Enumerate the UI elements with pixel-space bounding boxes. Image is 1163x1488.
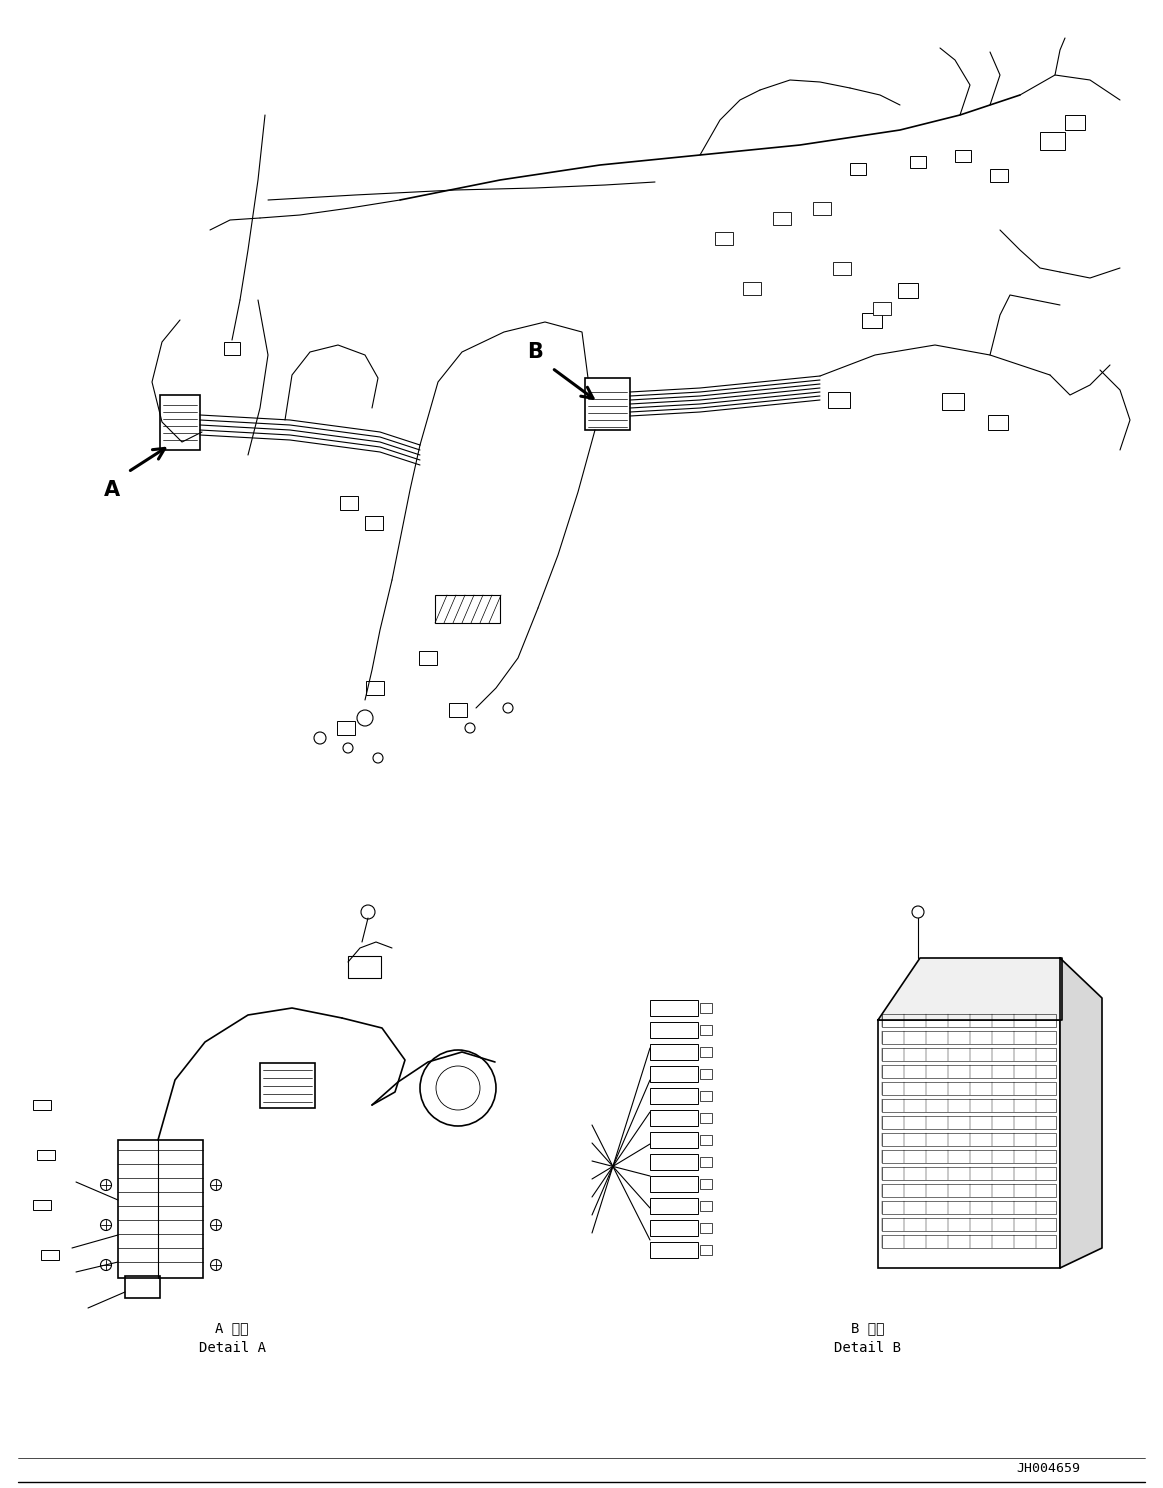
Bar (990, 170, 1008, 182)
Bar (882, 1167, 1056, 1180)
Bar (700, 1223, 712, 1234)
Bar (909, 156, 926, 168)
Bar (882, 1082, 1056, 1095)
Bar (882, 1116, 1056, 1129)
Bar (743, 283, 761, 295)
Bar (898, 283, 918, 298)
Bar (882, 1201, 1056, 1214)
Bar (366, 682, 384, 695)
Text: A 詳細: A 詳細 (215, 1321, 249, 1335)
Bar (882, 1184, 1056, 1196)
Bar (41, 1250, 59, 1260)
Bar (882, 1235, 1056, 1248)
Bar (337, 722, 355, 735)
Bar (882, 1013, 1056, 1027)
Bar (700, 1068, 712, 1079)
Bar (33, 1100, 51, 1110)
Bar (650, 1000, 698, 1016)
Bar (873, 302, 891, 315)
Bar (862, 312, 882, 327)
Bar (585, 378, 630, 430)
Bar (650, 1065, 698, 1082)
Bar (882, 1150, 1056, 1164)
Bar (882, 1048, 1056, 1061)
Bar (160, 394, 200, 449)
Bar (773, 211, 791, 225)
Text: B 詳細: B 詳細 (851, 1321, 885, 1335)
Text: Detail A: Detail A (199, 1341, 265, 1356)
Polygon shape (878, 958, 1062, 1019)
Text: Detail B: Detail B (835, 1341, 901, 1356)
Bar (878, 1019, 1059, 1268)
Bar (117, 1140, 204, 1278)
Bar (828, 391, 850, 408)
Bar (882, 1031, 1056, 1045)
Bar (813, 202, 832, 214)
Bar (650, 1132, 698, 1149)
Bar (942, 393, 964, 411)
Bar (340, 496, 358, 510)
Bar (650, 1022, 698, 1039)
Bar (365, 516, 383, 530)
Bar (850, 164, 866, 176)
Bar (989, 415, 1008, 430)
Bar (124, 1277, 160, 1298)
Bar (650, 1176, 698, 1192)
Bar (650, 1242, 698, 1257)
Bar (700, 1048, 712, 1056)
Bar (700, 1113, 712, 1123)
Bar (224, 342, 240, 356)
Bar (700, 1091, 712, 1101)
Bar (700, 1025, 712, 1036)
Bar (650, 1198, 698, 1214)
Bar (650, 1110, 698, 1126)
Bar (1065, 115, 1085, 129)
Bar (700, 1135, 712, 1144)
Bar (955, 150, 971, 162)
Polygon shape (1059, 958, 1103, 1268)
Bar (33, 1199, 51, 1210)
Bar (419, 652, 437, 665)
Bar (715, 232, 733, 246)
Bar (37, 1150, 55, 1161)
Bar (348, 955, 381, 978)
Bar (700, 1158, 712, 1167)
Bar (882, 1132, 1056, 1146)
Bar (882, 1065, 1056, 1077)
Bar (435, 595, 500, 623)
Bar (650, 1088, 698, 1104)
Bar (650, 1045, 698, 1059)
Bar (882, 1219, 1056, 1231)
Text: JH004659: JH004659 (1016, 1461, 1080, 1475)
Bar (700, 1178, 712, 1189)
Bar (261, 1062, 315, 1109)
Bar (700, 1201, 712, 1211)
Text: A: A (104, 481, 120, 500)
Bar (1040, 132, 1065, 150)
Text: B: B (527, 342, 543, 362)
Bar (650, 1220, 698, 1237)
Bar (449, 702, 468, 717)
Bar (700, 1245, 712, 1254)
Bar (882, 1100, 1056, 1112)
Bar (833, 262, 851, 275)
Bar (700, 1003, 712, 1013)
Bar (650, 1155, 698, 1170)
